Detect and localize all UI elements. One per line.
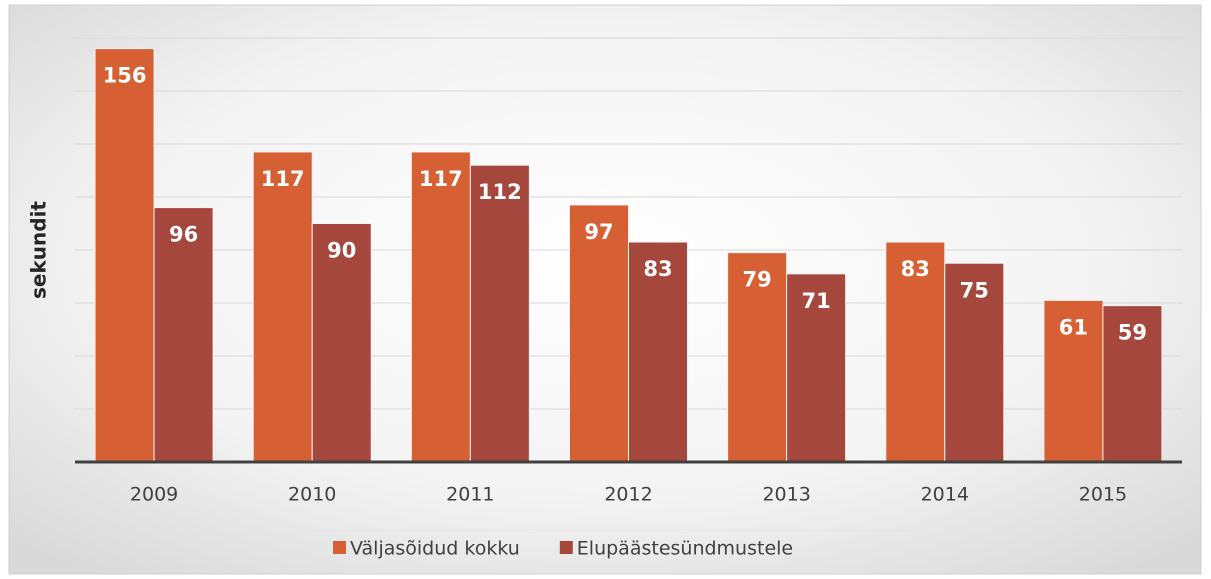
bar: [944, 262, 1005, 463]
legend-box: [311, 529, 923, 571]
value-label: 83: [901, 257, 930, 281]
x-tick-label: 2012: [604, 484, 652, 506]
value-label: 59: [1118, 321, 1147, 345]
value-label: 79: [743, 268, 772, 292]
y-axis-label: sekundit: [27, 201, 51, 299]
x-tick-label: 2013: [762, 484, 810, 506]
x-tick-label: 2009: [130, 484, 178, 506]
bar: [885, 241, 946, 463]
bar: [94, 48, 155, 463]
legend-swatch: [333, 541, 346, 554]
x-tick-label: 2015: [1079, 484, 1127, 506]
legend-label: Väljasõidud kokku: [350, 538, 520, 560]
x-tick-label: 2010: [288, 484, 336, 506]
bar: [628, 241, 688, 463]
legend: Väljasõidud kokku Elupäästesündmustele: [333, 538, 793, 560]
x-tick-label: 2011: [446, 484, 494, 506]
value-label: 61: [1059, 315, 1088, 339]
value-label: 75: [960, 278, 989, 302]
value-label: 156: [103, 64, 147, 88]
value-label: 83: [643, 257, 672, 281]
bar: [252, 151, 313, 463]
bar: [786, 273, 847, 463]
value-label: 117: [261, 167, 305, 191]
bar: [469, 164, 530, 463]
value-label: 112: [478, 180, 522, 204]
bar: [153, 207, 214, 463]
value-label: 97: [584, 220, 613, 244]
bar: [311, 223, 372, 463]
legend-label: Elupäästesündmustele: [577, 538, 793, 560]
bar: [410, 151, 471, 463]
bar: [1102, 305, 1163, 463]
value-label: 90: [327, 239, 356, 263]
value-label: 71: [802, 289, 831, 313]
bar: [727, 252, 788, 463]
value-label: 117: [419, 167, 463, 191]
legend-swatch: [559, 541, 573, 554]
value-label: 96: [169, 223, 198, 247]
x-tick-label: 2014: [921, 484, 969, 506]
